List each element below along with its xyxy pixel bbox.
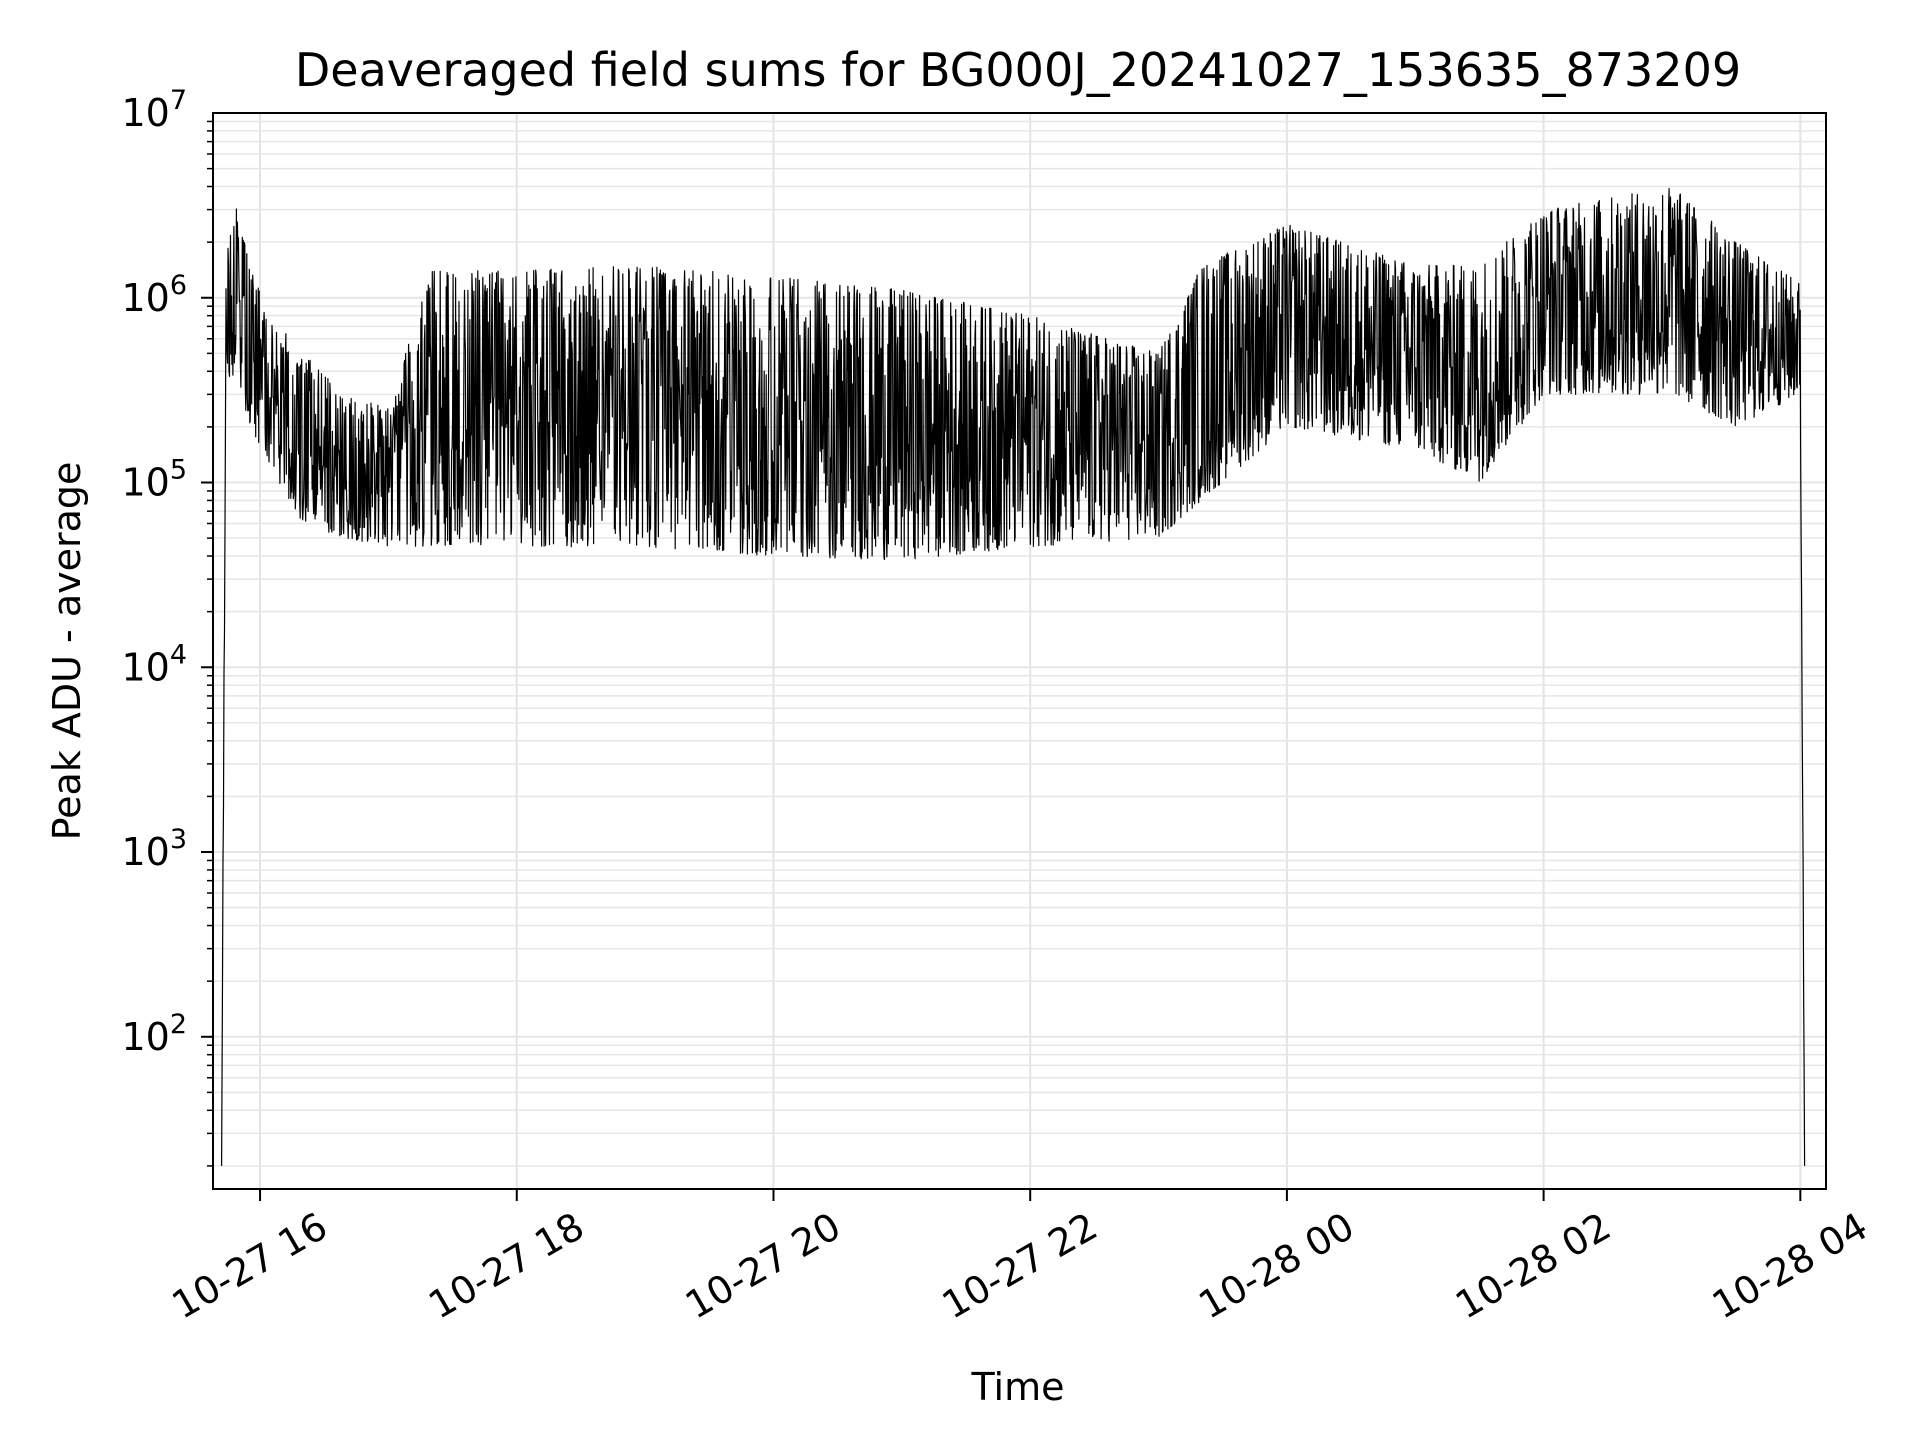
series-line (221, 188, 1806, 1166)
chart-title: Deaveraged field sums for BG000J_2024102… (295, 43, 1741, 97)
x-axis-label: Time (971, 1365, 1065, 1409)
y-tick-label: 103 (121, 824, 187, 874)
y-axis-label: Peak ADU - average (45, 462, 89, 841)
y-tick-label: 107 (121, 85, 187, 135)
y-tick-label: 106 (121, 270, 187, 320)
y-tick-label: 105 (121, 455, 187, 505)
data-layer (221, 188, 1806, 1166)
plot-frame (212, 112, 1827, 1190)
y-tick-label: 104 (121, 639, 187, 689)
grid-layer (213, 112, 1826, 1189)
y-tick-label: 102 (121, 1009, 187, 1059)
